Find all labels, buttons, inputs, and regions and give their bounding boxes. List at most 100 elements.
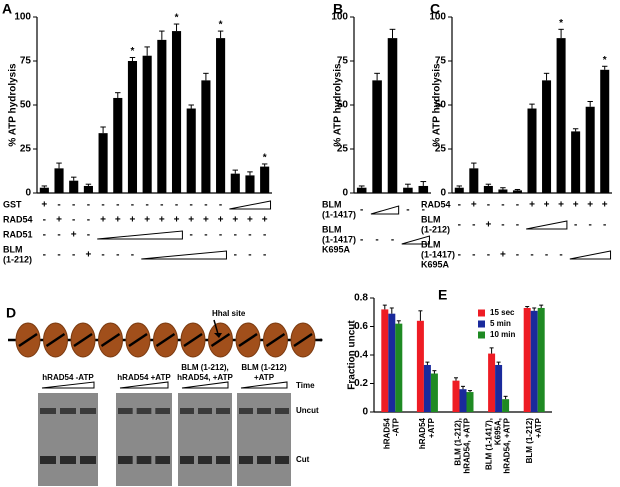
condition-label: K695A — [421, 259, 450, 269]
bar — [537, 307, 545, 412]
bar — [395, 323, 403, 412]
condition-sign: - — [487, 200, 490, 211]
condition-sign: - — [145, 200, 148, 211]
bar — [459, 389, 467, 412]
lane-label: hRAD54, +ATP — [177, 373, 233, 382]
dna-wrap — [183, 332, 203, 348]
y-tick-label: 0 — [25, 188, 31, 199]
condition-sign: - — [160, 200, 163, 211]
condition-sign: - — [406, 205, 409, 216]
significance-mark: * — [603, 55, 607, 66]
time-ramp — [240, 381, 288, 389]
bar — [469, 168, 479, 193]
bar — [452, 380, 460, 412]
condition-sign: - — [43, 230, 46, 241]
x-tick-label: hRAD54 — [418, 417, 427, 449]
condition-label: BLM — [322, 199, 342, 209]
bar — [201, 80, 211, 193]
gel-band — [257, 456, 271, 464]
gel-band — [155, 408, 170, 414]
x-tick-label: hRAD54, +ATP — [503, 417, 512, 473]
condition-sign: - — [175, 200, 178, 211]
dna-wrap — [73, 332, 93, 348]
condition-sign: + — [203, 215, 209, 226]
y-tick-label: 0.4 — [354, 350, 368, 361]
condition-sign: - — [516, 200, 519, 211]
x-tick-label: hRAD54 — [382, 417, 391, 449]
condition-sign: + — [100, 215, 106, 226]
lane-label: hRAD54 +ATP — [117, 373, 171, 382]
bar — [39, 187, 49, 193]
dna-wrap — [238, 332, 258, 348]
band-label: Uncut — [296, 406, 319, 415]
condition-sign: + — [558, 200, 564, 211]
condition-sign: - — [219, 200, 222, 211]
ramp — [569, 250, 612, 260]
condition-sign: - — [458, 220, 461, 231]
y-tick-label: 0 — [362, 407, 368, 418]
gel-band — [40, 456, 56, 464]
condition-sign: + — [602, 200, 608, 211]
condition-sign: - — [603, 220, 606, 231]
bar — [523, 307, 531, 412]
condition-sign: - — [131, 250, 134, 261]
y-tick-label: 50 — [20, 100, 32, 111]
site-arrow — [213, 319, 219, 335]
gel-band — [80, 456, 96, 464]
gel-band — [136, 456, 152, 464]
bar — [403, 187, 413, 193]
condition-label: (1-212) — [421, 224, 450, 234]
gel-band — [118, 456, 133, 464]
condition-sign: - — [516, 250, 519, 261]
condition-sign: - — [248, 230, 251, 241]
x-tick-label: +ATP — [427, 417, 436, 438]
condition-sign: - — [57, 230, 60, 241]
bar — [416, 320, 424, 412]
gel-band — [216, 408, 230, 414]
condition-sign: - — [487, 250, 490, 261]
gel-band — [118, 408, 133, 414]
condition-sign: + — [500, 250, 506, 261]
y-tick-label: 25 — [435, 144, 447, 155]
condition-sign: + — [573, 200, 579, 211]
bar — [388, 313, 396, 412]
bar — [113, 97, 123, 193]
condition-sign: - — [204, 230, 207, 241]
legend-swatch — [478, 331, 485, 339]
lane-label: BLM (1-212) — [241, 363, 287, 372]
condition-sign: + — [247, 215, 253, 226]
panel-letter: E — [438, 287, 447, 303]
condition-label: (1-1417) — [421, 249, 455, 259]
condition-sign: + — [232, 215, 238, 226]
bar — [157, 39, 167, 193]
bar — [600, 69, 610, 193]
y-tick-label: 100 — [429, 12, 446, 23]
bar — [498, 189, 508, 193]
time-label: Time — [296, 381, 315, 390]
condition-label: (1-1417) — [322, 234, 356, 244]
gel-band — [60, 408, 76, 414]
x-tick-label: BLM (1-1417), — [485, 418, 494, 470]
dna-wrap — [293, 332, 313, 348]
bar — [585, 106, 595, 193]
condition-label: BLM — [421, 239, 441, 249]
dna-wrap — [128, 332, 148, 348]
condition-sign: + — [159, 215, 165, 226]
condition-label: RAD54 — [421, 199, 451, 209]
dna-wrap — [45, 332, 66, 348]
bar — [245, 175, 255, 193]
gel-band — [80, 408, 96, 414]
y-axis-label: % ATP hydrolysis — [333, 63, 344, 147]
time-ramp — [119, 381, 169, 389]
bar — [527, 108, 537, 193]
condition-sign: - — [234, 250, 237, 261]
condition-sign: - — [101, 250, 104, 261]
lane-label: hRAD54 -ATP — [42, 373, 94, 382]
dna-wrap — [265, 332, 286, 348]
y-tick-label: 0.6 — [354, 321, 368, 332]
significance-mark: * — [219, 20, 223, 31]
y-tick-label: 25 — [20, 144, 32, 155]
y-tick-label: 50 — [337, 100, 349, 111]
band-label: Cut — [296, 455, 310, 464]
gel-band — [239, 408, 253, 414]
